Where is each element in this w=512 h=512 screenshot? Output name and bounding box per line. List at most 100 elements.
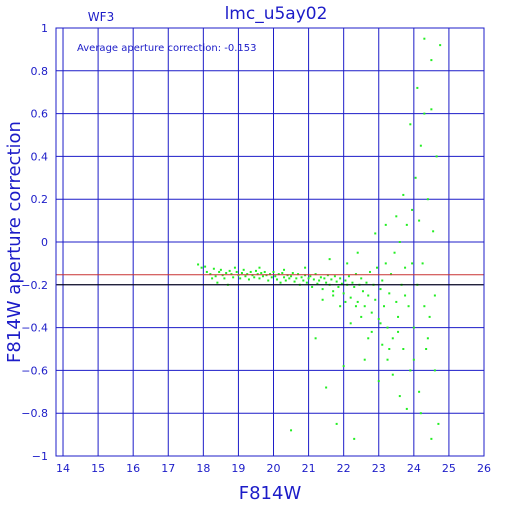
data-point [277,273,280,276]
data-point [391,337,394,340]
data-point [370,330,373,333]
x-tick-label: 17 [161,462,175,475]
y-tick-label: −0.2 [21,279,48,292]
data-point [256,273,259,276]
data-point [337,285,340,288]
data-point [370,311,373,314]
data-point [405,223,408,226]
data-point [377,318,380,321]
data-point [288,277,291,280]
data-point [384,223,387,226]
x-tick-label: 26 [477,462,491,475]
x-tick-label: 14 [56,462,70,475]
data-point [439,44,442,47]
data-point [367,294,370,297]
data-point [246,273,249,276]
y-tick-label: 1 [41,22,48,35]
data-point [247,278,250,281]
data-point [346,262,349,265]
data-point [284,279,287,282]
data-point [367,337,370,340]
data-point [393,251,396,254]
data-point [216,281,219,284]
data-point [432,230,435,233]
data-point [297,273,300,276]
chart-title: lmc_u5ay02 [225,4,328,24]
data-point [276,278,279,281]
data-point [395,300,398,303]
data-point [249,270,252,273]
data-point [388,292,391,295]
data-point [354,273,357,276]
data-point [318,279,321,282]
y-tick-label: 0.6 [31,108,49,121]
data-point [311,285,314,288]
data-point [353,285,356,288]
data-point [225,272,228,275]
data-point [270,276,273,279]
data-point [342,365,345,368]
data-point [404,266,407,269]
data-point [423,37,426,40]
y-tick-label: 0 [41,236,48,249]
data-point [200,266,203,269]
y-tick-label: −0.8 [21,407,48,420]
data-point [426,337,429,340]
data-point [411,262,414,265]
data-point [302,279,305,282]
x-tick-label: 25 [442,462,456,475]
data-point [412,326,415,329]
data-point [397,315,400,318]
y-axis-title: F814W aperture correction [4,121,25,363]
data-point [349,322,352,325]
data-point [407,305,410,308]
data-point [321,298,324,301]
data-point [218,270,221,273]
data-point [260,272,263,275]
data-point [360,277,363,280]
data-point [414,176,417,179]
average-annotation: Average aperture correction: -0.153 [77,43,257,54]
data-point [258,266,261,269]
data-point [354,305,357,308]
data-point [258,277,261,280]
data-point [409,369,412,372]
data-point [205,270,208,273]
data-point [269,273,271,276]
data-point [312,278,315,281]
data-point [316,282,319,285]
data-point [332,294,335,297]
data-point [430,59,433,62]
data-point [263,270,266,273]
data-point [254,269,257,272]
data-point [240,272,243,275]
data-point [419,144,422,147]
data-point [283,276,286,279]
data-point [349,296,352,299]
data-point [374,298,377,301]
data-point [304,266,307,269]
data-point [242,268,245,271]
data-point [395,215,398,218]
y-tick-label: 0.8 [31,65,49,78]
data-point [295,277,298,280]
data-point [430,108,433,111]
data-point [363,305,366,308]
data-point [290,275,293,278]
data-point [353,437,356,440]
data-point [214,275,217,278]
chip-label: WF3 [88,10,114,24]
data-point [379,322,382,325]
data-point [272,270,275,273]
data-point [433,294,436,297]
data-point [332,290,335,293]
data-point [398,395,401,398]
data-point [228,269,231,272]
data-point [305,281,308,284]
data-point [219,268,222,271]
data-point [376,266,378,269]
data-point [390,273,393,276]
data-point [437,422,440,425]
data-point [274,275,277,278]
data-point [374,232,377,235]
